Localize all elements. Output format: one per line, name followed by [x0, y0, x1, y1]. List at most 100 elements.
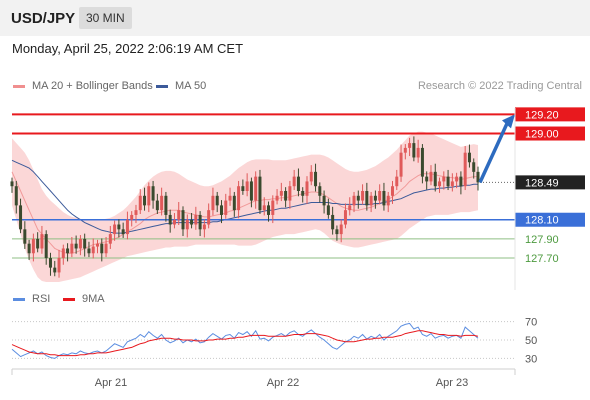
- ma50-legend-swatch: [156, 84, 168, 88]
- ma20-line: [11, 171, 478, 254]
- candle-body: [31, 238, 35, 254]
- forecast-arrow-head: [502, 114, 515, 129]
- candle-body: [279, 191, 283, 196]
- candle-body: [117, 224, 121, 230]
- candle-body: [382, 191, 386, 206]
- candle-body: [301, 191, 305, 196]
- candle-body: [425, 176, 429, 182]
- candle-body: [318, 186, 322, 196]
- timeframe-button[interactable]: 30 MIN: [79, 7, 132, 29]
- price-level-label: 127.70: [525, 253, 559, 265]
- price-level-label: 128.49: [525, 177, 559, 189]
- candle-body: [335, 229, 339, 235]
- support-level-box: [515, 212, 585, 227]
- candle-body: [322, 195, 326, 206]
- candle-body: [476, 171, 480, 183]
- candle-body: [288, 186, 292, 201]
- candle-body: [356, 195, 360, 201]
- legend-9ma: 9MA: [63, 293, 105, 305]
- candle-body: [100, 243, 104, 254]
- resistance-level-box: [515, 126, 585, 141]
- candle-body: [459, 176, 463, 187]
- candle-body: [130, 214, 134, 220]
- ma20-legend-swatch: [13, 84, 25, 88]
- candle-body: [416, 147, 420, 158]
- candle-body: [390, 186, 394, 196]
- rsi-ma-legend-swatch: [63, 297, 75, 301]
- candle-body: [326, 205, 330, 215]
- candle-body: [36, 238, 40, 249]
- candle-body: [160, 195, 164, 211]
- rsi-axis-label: 50: [525, 335, 537, 347]
- candle-body: [249, 181, 253, 201]
- candle-body: [96, 243, 100, 247]
- candle-body: [429, 171, 433, 182]
- candle-body: [207, 210, 211, 225]
- candle-body: [83, 238, 87, 249]
- candle-body: [455, 176, 459, 182]
- candle-body: [91, 246, 95, 254]
- candle-body: [331, 214, 335, 230]
- candle-body: [267, 205, 271, 215]
- candle-body: [202, 224, 206, 230]
- candle-body: [352, 195, 356, 206]
- rsi-9ma-line: [11, 330, 479, 357]
- price-level-label: 129.20: [525, 109, 559, 121]
- price-level-label: 127.90: [525, 234, 559, 246]
- candle-body: [232, 195, 236, 211]
- candle-body: [467, 152, 471, 163]
- candle-body: [305, 181, 309, 196]
- research-credit: Research © 2022 Trading Central: [417, 80, 582, 92]
- candle-body: [23, 229, 27, 244]
- candle-body: [399, 152, 403, 177]
- candle-body: [309, 171, 313, 182]
- rsi-axis-label: 70: [525, 317, 537, 329]
- candle-body: [108, 234, 112, 244]
- candle-body: [19, 205, 23, 230]
- candle-body: [57, 258, 61, 273]
- rsi-ma-legend-label: 9MA: [82, 293, 105, 305]
- candle-body: [61, 248, 65, 259]
- bollinger-band-area: [12, 131, 478, 282]
- candle-body: [113, 224, 117, 235]
- candle-body: [87, 248, 91, 254]
- candle-body: [48, 258, 52, 268]
- candle-body: [463, 152, 467, 187]
- candle-body: [138, 195, 142, 211]
- rsi-legend-label: RSI: [32, 293, 51, 305]
- ma50-legend-label: MA 50: [175, 80, 207, 92]
- rsi-legend-swatch: [13, 297, 25, 301]
- candle-body: [386, 195, 390, 206]
- candle-body: [228, 195, 232, 201]
- candle-body: [219, 205, 223, 215]
- ma20-legend-label: MA 20 + Bollinger Bands: [32, 80, 153, 92]
- candle-body: [408, 143, 412, 148]
- candle-body: [134, 210, 138, 215]
- candle-body: [275, 195, 279, 201]
- candle-body: [215, 195, 219, 206]
- candle-body: [258, 176, 262, 211]
- rsi-line: [11, 322, 479, 359]
- candle-body: [10, 181, 14, 187]
- candle-body: [44, 234, 48, 259]
- candle-body: [365, 191, 369, 206]
- candle-body: [14, 186, 18, 206]
- price-level-label: 129.00: [525, 129, 559, 141]
- candle-body: [361, 191, 365, 201]
- candle-body: [172, 219, 176, 225]
- candle-body: [348, 205, 352, 211]
- currency-pair-title: USD/JPY: [11, 10, 76, 27]
- candle-body: [147, 186, 151, 206]
- candle-body: [284, 191, 288, 201]
- candle-body: [78, 238, 82, 249]
- candle-body: [164, 195, 168, 215]
- candle-body: [168, 214, 172, 225]
- candle-body: [343, 210, 347, 225]
- candle-body: [40, 234, 44, 249]
- chart-datetime: Monday, April 25, 2022 2:06:19 AM CET: [12, 41, 244, 56]
- resistance-level-box: [515, 107, 585, 122]
- candle-body: [472, 162, 476, 172]
- candle-body: [151, 186, 155, 201]
- candle-body: [373, 195, 377, 201]
